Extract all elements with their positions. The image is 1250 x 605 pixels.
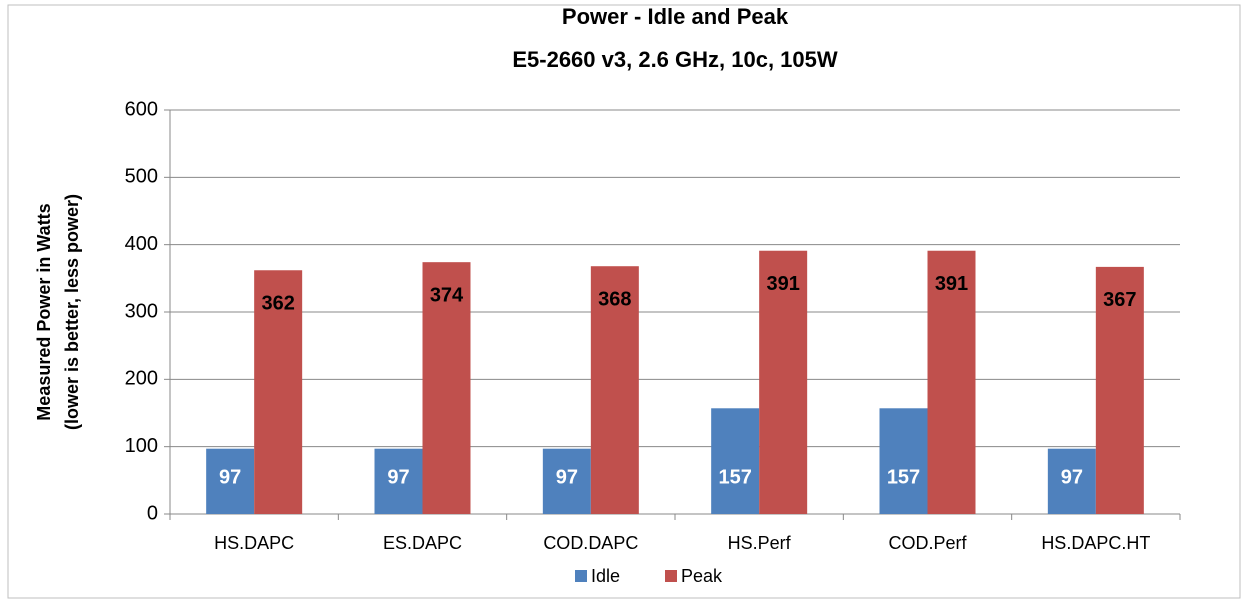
x-tick-label: HS.DAPC.HT [1041,533,1150,553]
x-tick-label: HS.Perf [728,533,792,553]
data-label: 157 [718,466,751,488]
bar [927,250,976,514]
chart-title: Power - Idle and Peak [562,4,789,29]
bar [542,448,591,514]
y-tick-label: 600 [125,98,158,120]
y-axis-label: Measured Power in Watts [34,203,54,420]
bar [879,408,928,514]
x-tick-label: COD.DAPC [543,533,638,553]
data-label: 97 [556,466,578,488]
bar [422,262,471,514]
y-tick-label: 200 [125,368,158,390]
y-tick-label: 300 [125,300,158,322]
legend-label: Idle [591,566,620,586]
data-label: 367 [1103,289,1136,311]
legend-swatch [665,570,677,582]
bar [374,448,423,514]
data-label: 97 [219,466,241,488]
y-tick-label: 400 [125,233,158,255]
bar [1047,448,1096,514]
data-label: 97 [387,466,409,488]
bar [711,408,760,514]
data-label: 368 [598,288,631,310]
legend-label: Peak [681,566,723,586]
bar [759,250,808,514]
data-label: 374 [430,284,464,306]
legend-swatch [575,570,587,582]
y-tick-label: 0 [147,502,158,524]
x-tick-label: COD.Perf [888,533,967,553]
x-tick-label: ES.DAPC [383,533,462,553]
data-label: 391 [935,273,968,295]
chart-subtitle: E5-2660 v3, 2.6 GHz, 10c, 105W [512,47,838,72]
data-label: 157 [887,466,920,488]
x-tick-label: HS.DAPC [214,533,294,553]
y-tick-label: 500 [125,166,158,188]
bar [206,448,255,514]
data-label: 97 [1061,466,1083,488]
data-label: 391 [766,273,799,295]
y-axis-label: (lower is better, less power) [62,194,82,430]
y-tick-label: 100 [125,435,158,457]
data-label: 362 [261,293,294,315]
bar [1095,266,1144,514]
bar [590,266,639,514]
bar [254,270,303,514]
